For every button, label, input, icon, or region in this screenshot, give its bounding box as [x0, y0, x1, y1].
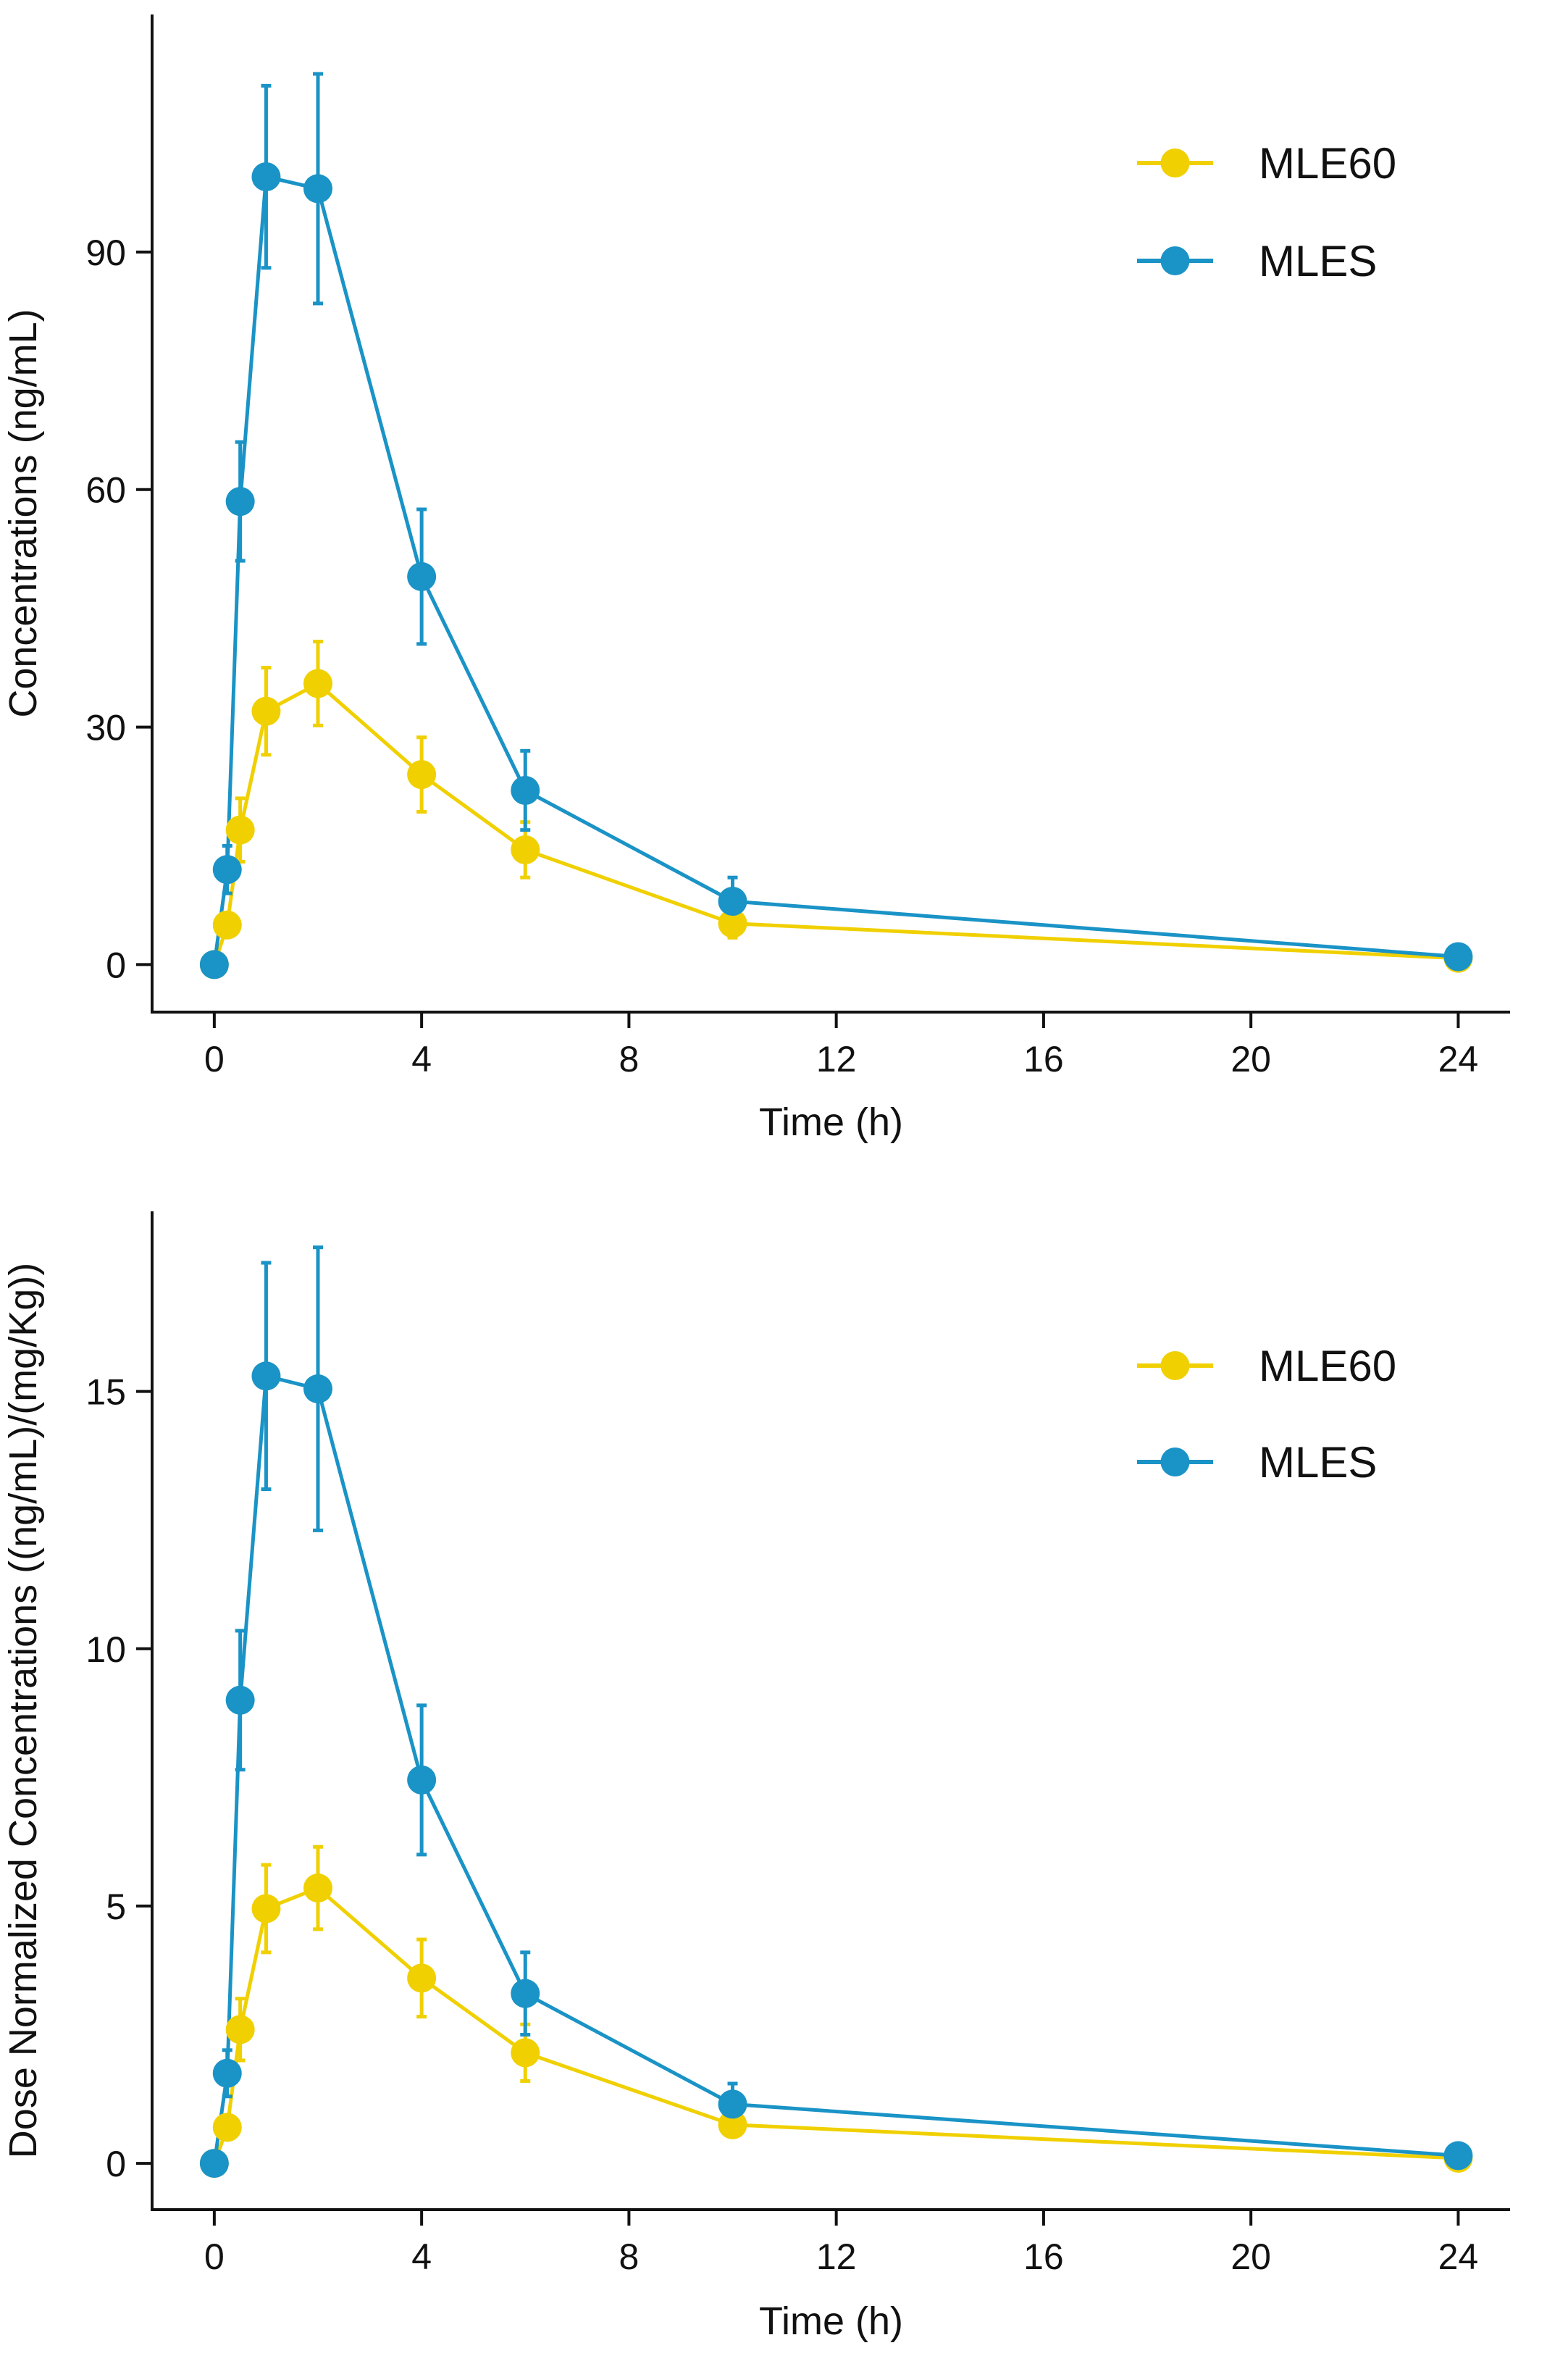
panel-2-series-mle60-point: [303, 1873, 333, 1903]
panel-1-series-mles-point: [212, 855, 242, 885]
panel-1-series-mles-point: [407, 561, 437, 591]
panel-1-series-mles-point: [511, 776, 540, 805]
panel-1-legend-mles-marker: [1160, 246, 1190, 275]
panel-1-y-tick-label: 30: [85, 708, 126, 748]
panel-2-x-tick-label: 24: [1438, 2236, 1479, 2277]
panel-1-y-tick-label: 90: [85, 233, 126, 273]
panel-2-x-tick-label: 0: [204, 2236, 225, 2277]
panel-1-y-tick-label: 60: [85, 470, 126, 511]
panel-1-series-mles-point: [225, 487, 255, 517]
panel-2-series-mles-point: [212, 2058, 242, 2088]
panel-1-x-tick-label: 4: [411, 1039, 432, 1079]
panel-2-series-mles-point: [251, 1361, 281, 1391]
panel-2-series-mle60-point: [251, 1894, 281, 1923]
panel-2-series-mle60-point: [212, 2113, 242, 2142]
panel-1-series-mles-point: [303, 174, 333, 204]
panel-1-series-mle60-point: [251, 696, 281, 726]
panel-1-x-tick-label: 24: [1438, 1039, 1479, 1079]
panel-1-series-mle60-point: [407, 760, 437, 790]
panel-2-legend-mles-label: MLES: [1259, 1438, 1377, 1487]
panel-1-y-tick-label: 0: [106, 945, 126, 985]
panel-2-series-mle60-line: [212, 1886, 1459, 2164]
panel-1-y-axis-label: Concentrations (ng/mL): [1, 309, 45, 717]
panel-2-legend-mle60-marker: [1160, 1351, 1190, 1380]
panel-1-series-mles-line: [212, 175, 1459, 965]
panel-1-x-tick-label: 8: [619, 1039, 639, 1079]
panel-2-series-mle60-point: [511, 2038, 540, 2068]
panel-1-series-mles-point: [1443, 942, 1473, 972]
panel-2-x-tick-label: 16: [1023, 2236, 1064, 2277]
panel-2-y-tick-label: 15: [85, 1372, 126, 1413]
panel-2-series-mles-point: [511, 1979, 540, 2008]
panel-1-x-tick-label: 0: [204, 1039, 225, 1079]
panel-2-x-tick-label: 20: [1230, 2236, 1271, 2277]
panel-1-series-mle60-line: [212, 682, 1459, 966]
panel-2-y-tick-label: 10: [85, 1629, 126, 1670]
panel-2-series-mles-point: [1443, 2141, 1473, 2171]
panel-1-series-mle60-point: [212, 910, 242, 940]
panel-1-legend-mles-label: MLES: [1259, 237, 1377, 285]
panel-2-x-tick-label: 4: [411, 2236, 432, 2277]
panel-1-legend-mle60-label: MLE60: [1259, 139, 1396, 188]
panel-2-series-mle60-point: [718, 2110, 747, 2139]
panel-2-series-mles-point: [303, 1374, 333, 1404]
panel-2-y-tick-label: 0: [106, 2144, 126, 2184]
panel-2-x-tick-label: 12: [816, 2236, 857, 2277]
panel-1-series-mles-point: [718, 887, 747, 916]
panel-1-series-mle60-point: [718, 908, 747, 938]
panel-1-series-mle60-point: [303, 669, 333, 698]
panel-2-legend-mles-marker: [1160, 1448, 1190, 1476]
panel-2-series-mle60-point: [225, 2015, 255, 2044]
panel-2-legend-mle60-label: MLE60: [1259, 1342, 1396, 1390]
panel-2-series-mles-point: [199, 2149, 229, 2179]
panel-2-x-tick-label: 8: [619, 2236, 639, 2277]
panel-1-x-tick-label: 16: [1023, 1039, 1064, 1079]
panel-1-x-tick-label: 12: [816, 1039, 857, 1079]
panel-1-series-mles-point: [199, 950, 229, 979]
panel-1-series-mle60-point: [511, 835, 540, 864]
panel-2-series-mles-point: [225, 1685, 255, 1715]
panel-2-y-tick-label: 5: [106, 1887, 126, 1927]
panel-2-x-axis-label: Time (h): [759, 2299, 903, 2343]
panel-2-y-axis-label: Dose Normalized Concentrations ((ng/mL)/…: [1, 1263, 45, 2158]
panel-1-legend-mle60-marker: [1160, 149, 1190, 177]
panel-2-series-mles-point: [407, 1765, 437, 1795]
panel-2-series-mle60-point: [407, 1963, 437, 1993]
panel-1-series-mles-point: [251, 162, 281, 192]
panel-1-series-mle60-point: [225, 815, 255, 845]
panel-2-series-mles-point: [718, 2089, 747, 2119]
panel-1-x-axis-label: Time (h): [759, 1100, 903, 1144]
panel-2-series-mles-line: [212, 1374, 1459, 2164]
panel-1-x-tick-label: 20: [1230, 1039, 1271, 1079]
